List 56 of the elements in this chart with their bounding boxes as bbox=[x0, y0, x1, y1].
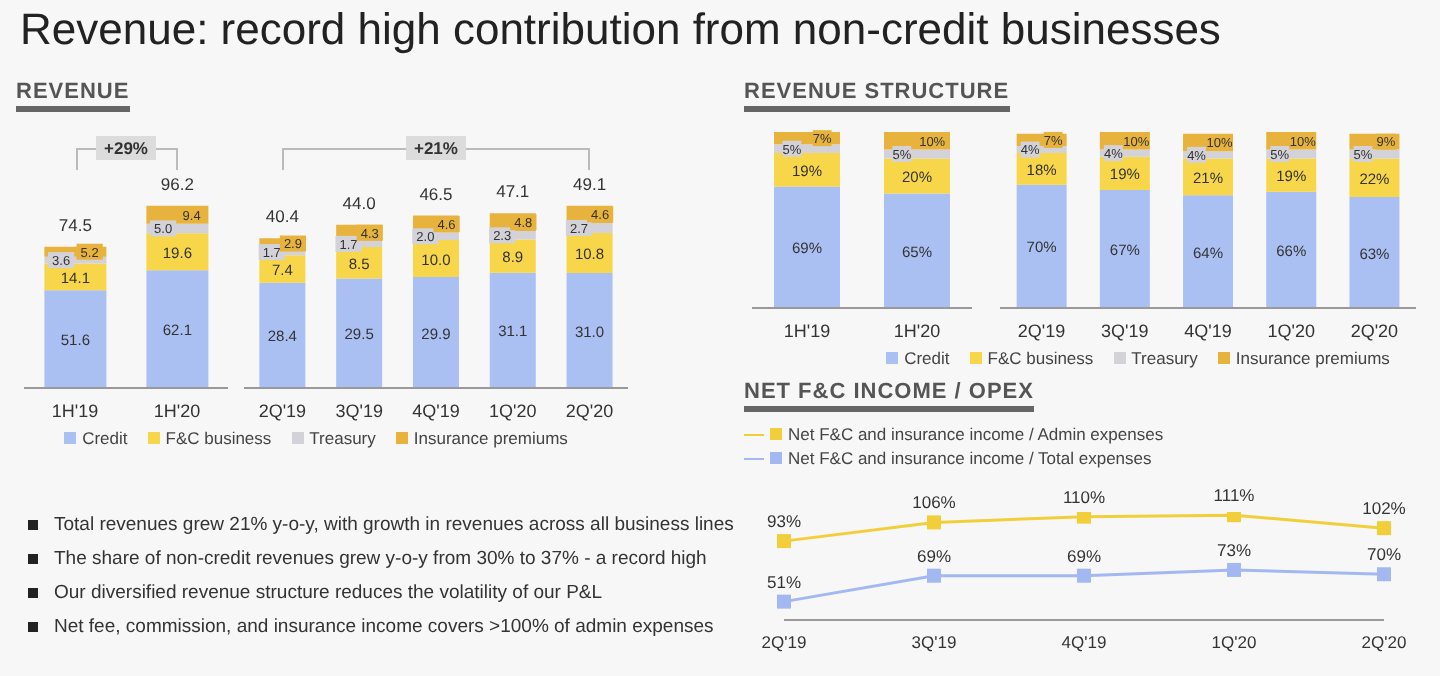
legend-label: Insurance premiums bbox=[1235, 348, 1390, 368]
data-label: 69% bbox=[1066, 545, 1102, 566]
chart-title: REVENUE bbox=[16, 80, 130, 112]
x-tick-label: 4Q'19 bbox=[412, 400, 460, 421]
data-label: 93% bbox=[766, 511, 802, 532]
x-tick-label: 1H'20 bbox=[893, 320, 941, 341]
text: Our diversified revenue structure reduces the volatility of our P&L bbox=[54, 582, 603, 604]
x-tick-label: 1Q'20 bbox=[1267, 320, 1315, 341]
x-tick-label: 2Q'19 bbox=[1017, 320, 1066, 341]
x-tick-label: 3Q'19 bbox=[911, 632, 957, 653]
x-tick-label: 3Q'19 bbox=[335, 400, 383, 421]
x-tick-label: 4Q'19 bbox=[1184, 320, 1232, 341]
total-label: 74.5 bbox=[58, 214, 93, 235]
chart-title: REVENUE STRUCTURE bbox=[744, 80, 1010, 112]
total-label: 49.1 bbox=[573, 173, 607, 194]
text: +29% bbox=[96, 136, 156, 160]
legend-label: Credit bbox=[904, 348, 950, 368]
total-label: 40.4 bbox=[265, 206, 300, 227]
x-tick-label: 1H'20 bbox=[153, 400, 201, 421]
total-label: 96.2 bbox=[160, 173, 195, 194]
data-label: 73% bbox=[1216, 539, 1252, 560]
x-tick-label: 2Q'19 bbox=[761, 632, 807, 653]
text: Revenue: record high contribution from non-credit businesses bbox=[20, 4, 1223, 56]
x-tick-label: 1H'19 bbox=[783, 320, 831, 341]
total-label: 44.0 bbox=[342, 192, 377, 213]
x-tick-label: 1H'19 bbox=[51, 400, 99, 421]
legend-label: Net F&C and insurance income / Admin expenses bbox=[788, 424, 1164, 444]
legend-label: Credit bbox=[82, 428, 128, 448]
data-label: 70% bbox=[1366, 544, 1402, 565]
chart-title: NET F&C INCOME / OPEX bbox=[744, 380, 1034, 412]
data-label: 69% bbox=[916, 545, 952, 566]
x-tick-label: 3Q'19 bbox=[1101, 320, 1149, 341]
text: +21% bbox=[405, 136, 466, 160]
x-tick-label: 2Q'20 bbox=[565, 400, 614, 421]
x-tick-label: 1Q'20 bbox=[1211, 632, 1257, 653]
x-tick-label: 4Q'19 bbox=[1061, 632, 1107, 653]
total-label: 46.5 bbox=[419, 183, 454, 204]
text: The share of non-credit revenues grew y-o-y from 30% to 37% - a record high bbox=[54, 548, 707, 570]
x-tick-label: 2Q'20 bbox=[1350, 320, 1399, 341]
x-tick-label: 2Q'20 bbox=[1361, 632, 1407, 653]
x-tick-label: 1Q'20 bbox=[489, 400, 537, 421]
text: Net fee, commission, and insurance income covers >100% of admin expenses bbox=[54, 616, 714, 638]
data-label: 106% bbox=[912, 492, 957, 513]
x-tick-label: 2Q'19 bbox=[258, 400, 307, 421]
annotation: Total revenues grew 21% y-o-y, with growth in revenues across all business lines bbox=[54, 514, 734, 536]
legend-label: Treasury bbox=[1131, 348, 1198, 368]
legend-label: F&C business bbox=[165, 428, 272, 448]
total-label: 47.1 bbox=[496, 181, 530, 202]
legend-label: F&C business bbox=[987, 348, 1094, 368]
legend-label: Insurance premiums bbox=[413, 428, 568, 448]
data-label: 110% bbox=[1062, 486, 1106, 507]
legend-label: Net F&C and insurance income / Total expenses bbox=[788, 448, 1152, 468]
data-label: 102% bbox=[1362, 498, 1407, 519]
legend-label: Treasury bbox=[309, 428, 376, 448]
data-label: 111% bbox=[1213, 485, 1256, 506]
data-label: 51% bbox=[766, 571, 802, 592]
